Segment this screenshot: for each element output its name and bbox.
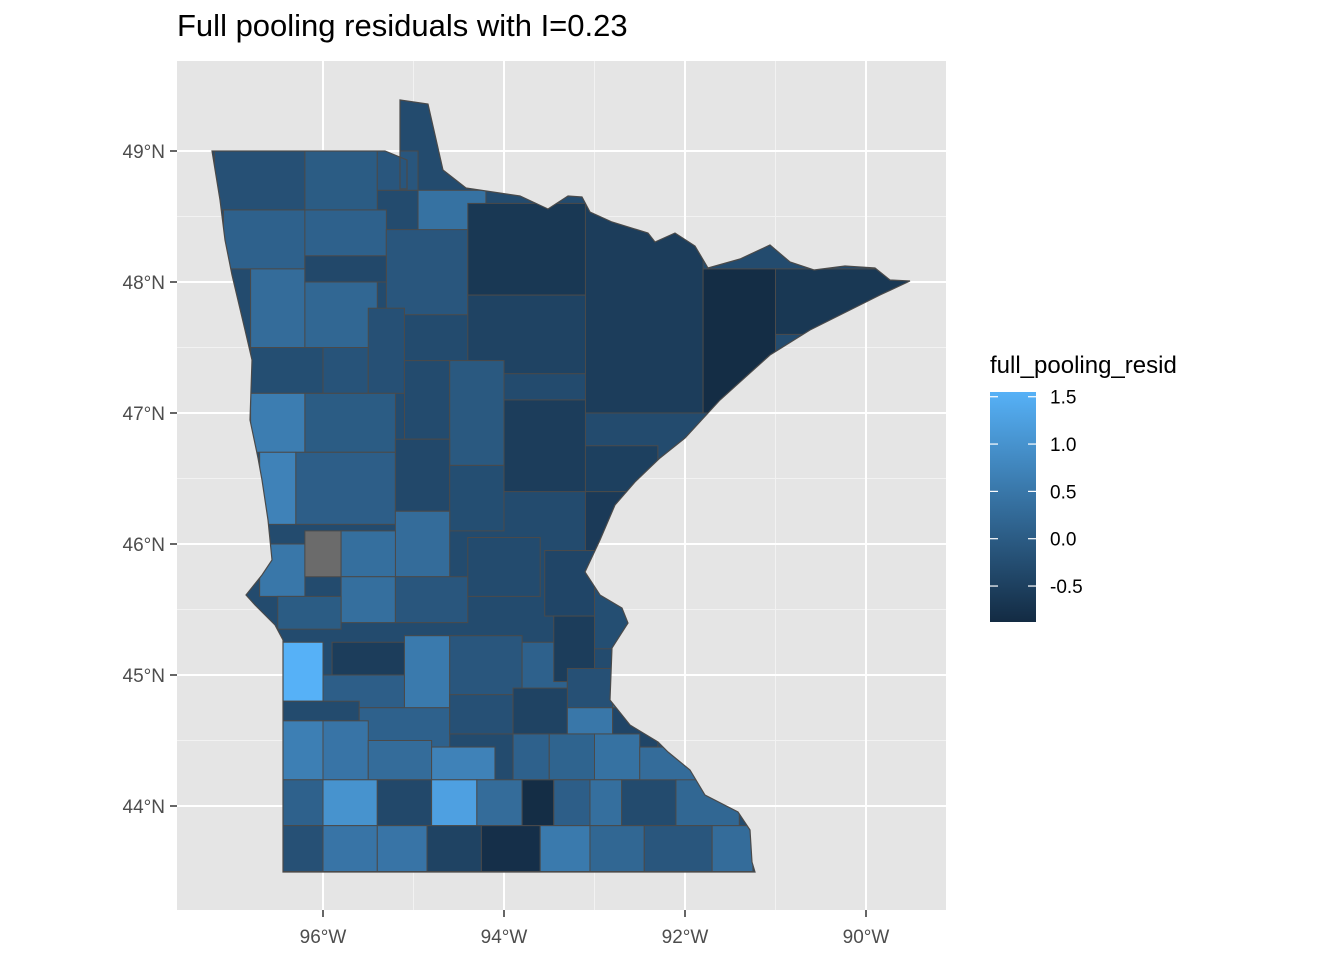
county-polygon	[277, 595, 342, 630]
x-tick-label: 96°W	[300, 927, 347, 948]
county-polygon	[304, 530, 342, 578]
county-polygon	[281, 779, 324, 827]
axes: 96°W 94°W 92°W 90°W 44°N 45°N 46°N 47°N 48°N 49°N	[123, 142, 890, 948]
state-outline	[211, 99, 911, 873]
county-polygon	[304, 255, 387, 283]
county-polygon	[621, 779, 677, 827]
county-polygon	[376, 150, 419, 191]
legend-label: -0.5	[1050, 577, 1083, 598]
y-tick-label: 46°N	[123, 535, 165, 556]
county-polygon	[281, 641, 324, 702]
legend-label: 1.5	[1050, 388, 1076, 409]
legend-label: 1.0	[1050, 435, 1076, 456]
county-polygon	[367, 740, 433, 781]
county-polygon	[281, 720, 324, 781]
county-polygon	[322, 720, 369, 781]
county-polygon	[431, 746, 496, 781]
county-polygon	[340, 576, 396, 624]
county-polygon	[394, 438, 451, 512]
county-polygon	[512, 733, 550, 781]
county-polygon	[322, 347, 369, 394]
x-tick-label: 92°W	[662, 927, 709, 948]
y-tick-label: 49°N	[123, 142, 165, 163]
county-polygon	[376, 779, 433, 827]
county-polygon	[566, 707, 614, 735]
county-polygon	[711, 825, 754, 872]
county-polygon	[340, 530, 396, 578]
y-tick-label: 44°N	[123, 797, 165, 818]
county-polygon	[376, 825, 428, 872]
county-polygon	[250, 392, 306, 453]
county-polygon	[589, 825, 645, 872]
county-polygon	[281, 825, 324, 872]
legend-label: 0.5	[1050, 482, 1076, 503]
county-polygon	[394, 510, 451, 578]
county-polygon	[322, 779, 378, 827]
county-polygon	[367, 307, 405, 394]
county-polygon	[521, 779, 555, 827]
legend: full_pooling_resid 1.5 1.0 0.5 0.0 -0.5	[990, 352, 1177, 622]
county-polygon	[295, 451, 396, 525]
county-polygon	[449, 694, 514, 735]
county-polygon	[250, 268, 306, 348]
county-polygon	[480, 825, 541, 872]
x-tick-label: 90°W	[843, 927, 890, 948]
county-polygon	[403, 360, 451, 440]
county-polygon	[331, 641, 405, 676]
y-tick-label: 45°N	[123, 666, 165, 687]
county-polygon	[281, 700, 360, 722]
county-polygon	[539, 825, 591, 872]
county-polygon	[304, 150, 378, 211]
county-polygon	[304, 281, 378, 348]
county-polygon	[431, 779, 478, 827]
county-polygon	[553, 779, 591, 827]
county-polygon	[467, 536, 541, 597]
county-polygon	[589, 779, 623, 827]
county-polygon	[643, 825, 713, 872]
county-polygon	[385, 229, 469, 316]
county-polygon	[512, 687, 568, 735]
legend-colorbar	[990, 392, 1036, 622]
chart-title: Full pooling residuals with I=0.23	[177, 8, 628, 43]
x-tick-label: 94°W	[481, 927, 528, 948]
county-polygon	[467, 202, 586, 296]
county-polygon	[213, 150, 306, 211]
y-tick-label: 48°N	[123, 273, 165, 294]
county-polygon	[476, 779, 523, 827]
county-polygon	[449, 360, 505, 466]
legend-label: 0.0	[1050, 530, 1076, 551]
county-polygon	[322, 825, 378, 872]
county-polygon	[449, 464, 505, 532]
county-polygon	[503, 399, 586, 493]
county-polygon	[548, 733, 595, 781]
county-polygon	[394, 576, 469, 624]
county-polygon	[403, 635, 451, 709]
county-polygon	[222, 209, 306, 270]
legend-title: full_pooling_resid	[990, 352, 1177, 379]
y-tick-label: 47°N	[123, 404, 165, 425]
county-polygon	[544, 550, 595, 617]
county-polygon	[426, 825, 482, 872]
county-polygon	[304, 392, 396, 453]
county-polygon	[250, 347, 324, 394]
county-polygon	[594, 733, 641, 781]
